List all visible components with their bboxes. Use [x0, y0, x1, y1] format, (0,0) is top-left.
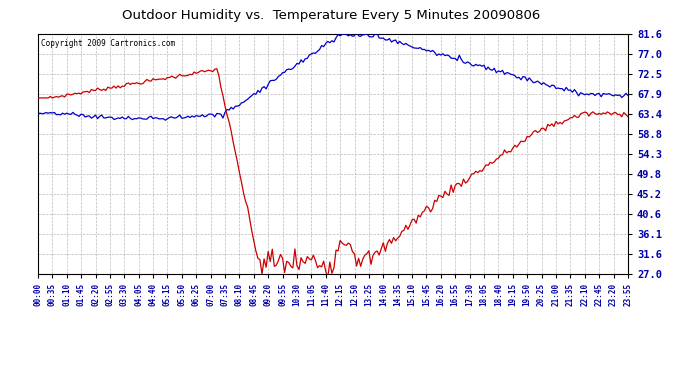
- Text: Outdoor Humidity vs.  Temperature Every 5 Minutes 20090806: Outdoor Humidity vs. Temperature Every 5…: [122, 9, 540, 22]
- Text: Copyright 2009 Cartronics.com: Copyright 2009 Cartronics.com: [41, 39, 175, 48]
